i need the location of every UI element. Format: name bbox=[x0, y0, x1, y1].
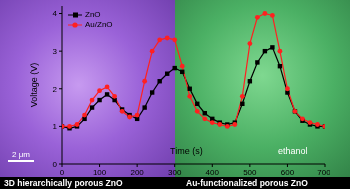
svg-text:4: 4 bbox=[53, 9, 58, 18]
svg-text:Voltage (V): Voltage (V) bbox=[29, 63, 39, 108]
html-text:Au-functionalized porous ZnO: Au-functionalized porous ZnO bbox=[186, 178, 308, 188]
svg-text:600: 600 bbox=[281, 168, 295, 177]
svg-text:200: 200 bbox=[130, 168, 144, 177]
html-text:ZnO: ZnO bbox=[85, 10, 101, 19]
svg-text:400: 400 bbox=[206, 168, 220, 177]
html-text:Time (s): Time (s) bbox=[170, 146, 203, 156]
svg-text:100: 100 bbox=[93, 168, 107, 177]
svg-text:0: 0 bbox=[60, 168, 65, 177]
html-text:ethanol: ethanol bbox=[278, 146, 308, 156]
html-text:3D hierarchically porous ZnO: 3D hierarchically porous ZnO bbox=[4, 178, 123, 188]
svg-text:700: 700 bbox=[317, 168, 330, 177]
svg-text:3: 3 bbox=[53, 47, 58, 56]
svg-text:500: 500 bbox=[243, 168, 257, 177]
svg-text:0: 0 bbox=[53, 160, 58, 169]
html-text:2 μm: 2 μm bbox=[12, 150, 30, 159]
svg-text:1: 1 bbox=[53, 122, 58, 131]
svg-text:300: 300 bbox=[168, 168, 182, 177]
svg-text:2: 2 bbox=[53, 85, 58, 94]
html-text:Au/ZnO: Au/ZnO bbox=[85, 20, 113, 29]
